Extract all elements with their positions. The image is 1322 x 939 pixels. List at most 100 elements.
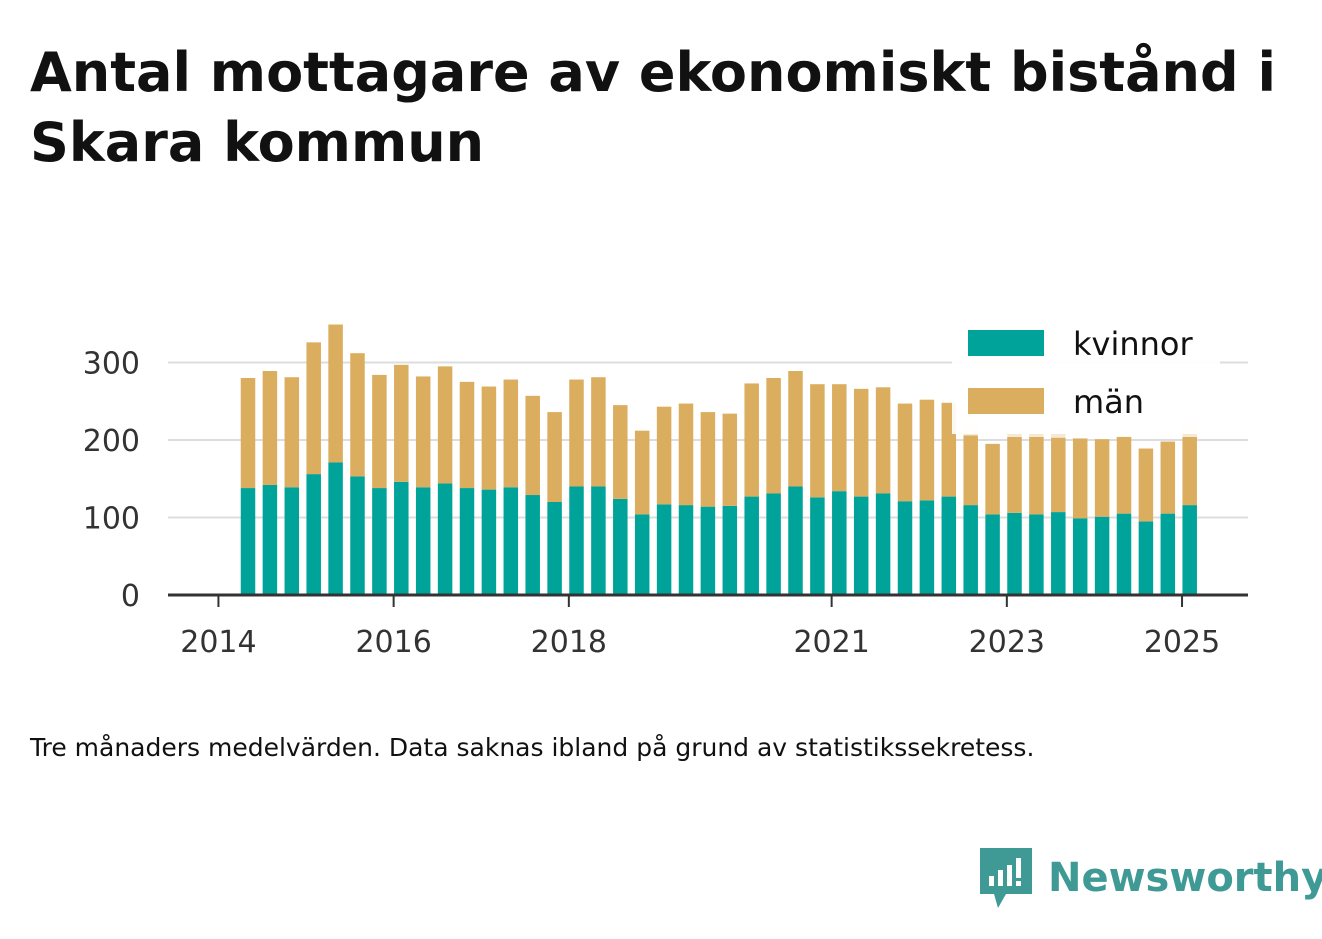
bar-kvinnor bbox=[700, 506, 716, 595]
bar-kvinnor bbox=[656, 504, 672, 595]
bar-kvinnor bbox=[1007, 512, 1022, 595]
bar-man bbox=[459, 381, 475, 489]
bar-man bbox=[394, 364, 409, 482]
bar-man bbox=[810, 384, 825, 498]
bar-man bbox=[1182, 436, 1197, 506]
bar-kvinnor bbox=[262, 484, 278, 595]
bar-man bbox=[569, 379, 584, 487]
bar-man bbox=[262, 371, 278, 485]
bar-man bbox=[897, 403, 913, 502]
legend-swatch-kvinnor bbox=[968, 330, 1044, 356]
bar-kvinnor bbox=[240, 488, 256, 595]
bar-man bbox=[1094, 439, 1110, 517]
bar-kvinnor bbox=[415, 487, 431, 595]
bar-man bbox=[1007, 436, 1022, 513]
bar-man bbox=[853, 388, 869, 497]
bar-kvinnor bbox=[284, 487, 300, 595]
bar-man bbox=[1051, 437, 1066, 513]
bar-man bbox=[547, 412, 562, 502]
axes: 0 100 200 300 2014 2016 2018 2021 2023 2025 bbox=[83, 347, 1248, 660]
legend-label-man: män bbox=[1073, 383, 1144, 421]
x-tick-label: 2023 bbox=[969, 625, 1045, 660]
bar-kvinnor bbox=[1029, 514, 1044, 595]
bar-man bbox=[306, 342, 321, 475]
bar-kvinnor bbox=[1182, 505, 1197, 595]
bar-man bbox=[788, 371, 803, 487]
bar-man bbox=[415, 376, 431, 488]
bar-man bbox=[875, 387, 891, 494]
bar-kvinnor bbox=[941, 496, 957, 595]
bar-kvinnor bbox=[634, 514, 650, 595]
chart-title: Antal mottagare av ekonomiskt bistånd i … bbox=[30, 41, 1276, 174]
bar-man bbox=[284, 377, 300, 488]
bar-kvinnor bbox=[591, 486, 606, 595]
x-tick-label: 2025 bbox=[1144, 625, 1220, 660]
bar-kvinnor bbox=[678, 505, 694, 595]
bar-man bbox=[372, 374, 387, 489]
bar-man bbox=[678, 403, 694, 506]
bar-missing bbox=[1007, 432, 1022, 437]
bar-kvinnor bbox=[437, 483, 453, 595]
bar-kvinnor bbox=[1094, 516, 1110, 595]
bar-man bbox=[591, 377, 606, 487]
newsworthy-logo-icon bbox=[980, 848, 1032, 908]
bar-kvinnor bbox=[569, 486, 584, 595]
bar-man bbox=[766, 378, 781, 494]
bar-kvinnor bbox=[788, 486, 803, 595]
bar-kvinnor bbox=[1138, 521, 1154, 595]
bar-kvinnor bbox=[897, 501, 913, 595]
bar-missing bbox=[1029, 431, 1044, 437]
bar-man bbox=[700, 412, 716, 507]
bar-kvinnor bbox=[1072, 518, 1088, 595]
bars bbox=[240, 324, 1197, 595]
bar-kvinnor bbox=[985, 514, 1000, 595]
bar-man bbox=[1160, 441, 1176, 514]
bar-kvinnor bbox=[328, 462, 343, 595]
bar-kvinnor bbox=[613, 498, 628, 595]
bar-kvinnor bbox=[547, 502, 562, 595]
legend-label-kvinnor: kvinnor bbox=[1073, 325, 1194, 363]
bar-man bbox=[328, 324, 343, 463]
bar-kvinnor bbox=[372, 488, 387, 595]
x-tick-label: 2018 bbox=[531, 625, 607, 660]
bar-man bbox=[744, 383, 759, 497]
y-tick-label: 200 bbox=[83, 424, 140, 459]
bar-kvinnor bbox=[503, 487, 519, 595]
bar-kvinnor bbox=[832, 491, 847, 595]
bar-kvinnor bbox=[766, 493, 781, 595]
y-tick-label: 300 bbox=[83, 347, 140, 382]
bar-man bbox=[963, 435, 978, 506]
y-tick-label: 100 bbox=[83, 502, 140, 537]
bar-man bbox=[481, 386, 497, 490]
brand-name: Newsworthy bbox=[1048, 855, 1322, 901]
x-tick-label: 2014 bbox=[180, 625, 256, 660]
bar-kvinnor bbox=[810, 497, 825, 595]
bar-kvinnor bbox=[459, 488, 475, 595]
bar-man bbox=[1072, 438, 1088, 519]
bar-man bbox=[1138, 448, 1154, 522]
bar-kvinnor bbox=[853, 496, 869, 595]
bar-man bbox=[1116, 436, 1132, 514]
legend: kvinnor män bbox=[952, 318, 1220, 434]
bar-kvinnor bbox=[394, 481, 409, 595]
bar-kvinnor bbox=[481, 489, 497, 595]
bar-man bbox=[613, 405, 628, 499]
bar-kvinnor bbox=[875, 493, 891, 595]
bar-kvinnor bbox=[744, 496, 759, 595]
bar-man bbox=[350, 353, 365, 477]
bar-kvinnor bbox=[350, 476, 365, 595]
legend-swatch-man bbox=[968, 388, 1044, 414]
bar-man bbox=[634, 430, 650, 515]
bar-man bbox=[1029, 436, 1044, 515]
bar-kvinnor bbox=[306, 474, 321, 595]
x-tick-label: 2016 bbox=[355, 625, 431, 660]
chart-note: Tre månaders medelvärden. Data saknas ib… bbox=[30, 733, 1035, 762]
bar-kvinnor bbox=[1160, 513, 1176, 595]
bar-kvinnor bbox=[525, 495, 540, 595]
bar-man bbox=[919, 399, 935, 501]
bar-man bbox=[722, 413, 738, 506]
x-tick-label: 2021 bbox=[793, 625, 869, 660]
bar-kvinnor bbox=[722, 505, 738, 595]
bar-kvinnor bbox=[919, 500, 935, 595]
